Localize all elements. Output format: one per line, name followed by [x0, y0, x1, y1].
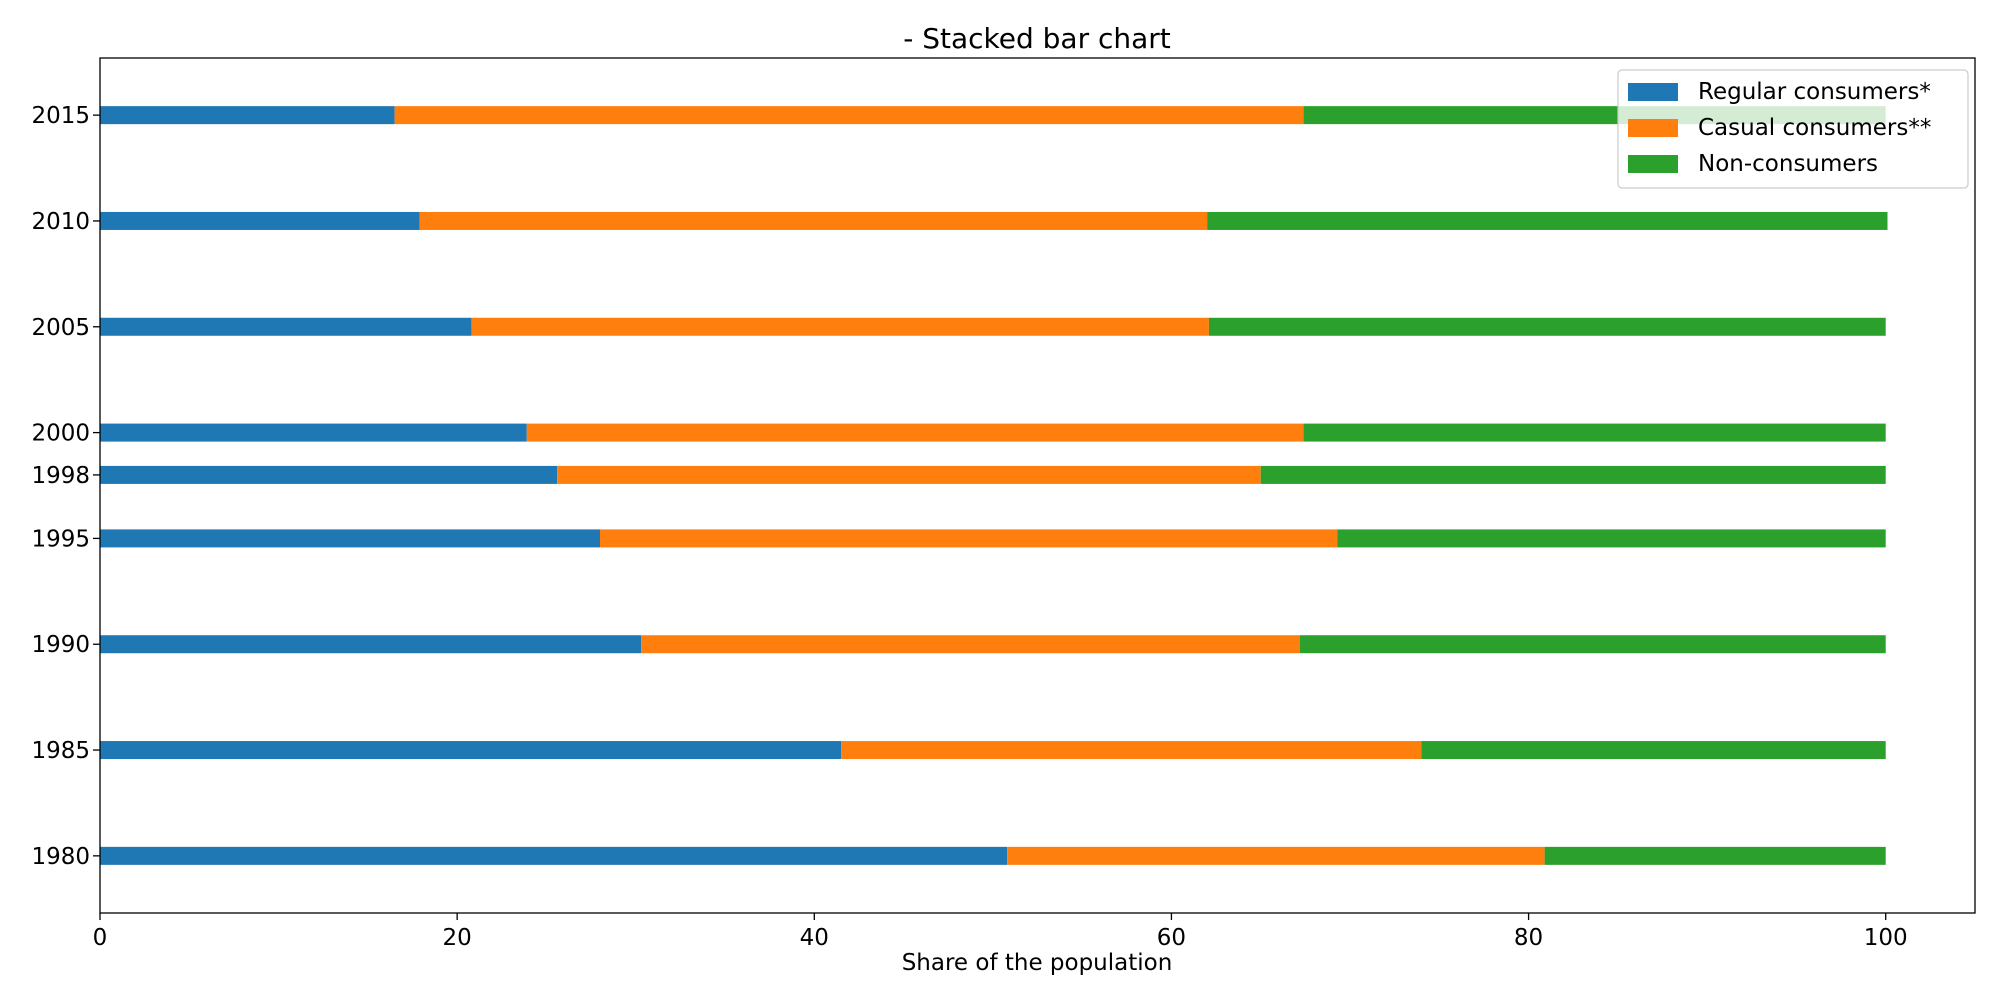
legend-label-0: Regular consumers* — [1698, 79, 1931, 105]
y-tick-label-2005: 2005 — [31, 315, 90, 341]
bar-2010-series-0 — [100, 211, 420, 230]
legend-swatch-0 — [1628, 83, 1678, 101]
bar-2015-series-1 — [394, 106, 1304, 125]
plot-frame — [99, 57, 1976, 914]
bars-layer — [100, 106, 1888, 865]
x-tick-label-40: 40 — [800, 925, 829, 951]
y-tick-label-1995: 1995 — [31, 526, 90, 552]
bar-2005-series-2 — [1208, 317, 1886, 336]
bar-2005-series-0 — [100, 317, 472, 336]
bar-1980-series-2 — [1544, 846, 1886, 865]
y-tick-label-1990: 1990 — [31, 632, 90, 658]
bar-1998-series-1 — [557, 465, 1261, 484]
y-tick-label-1980: 1980 — [31, 844, 90, 870]
legend: Regular consumers* Casual consumers** Non-… — [1617, 69, 1969, 189]
x-tick-label-100: 100 — [1864, 925, 1908, 951]
y-tick-label-1985: 1985 — [31, 738, 90, 764]
legend-label-2: Non-consumers — [1698, 151, 1878, 177]
bar-1995-series-2 — [1337, 529, 1886, 548]
bar-2010-series-1 — [419, 211, 1208, 230]
bar-1990-series-0 — [100, 635, 642, 654]
legend-label-1: Casual consumers** — [1698, 115, 1931, 141]
bar-2015-series-0 — [100, 106, 395, 125]
y-tick-label-2015: 2015 — [31, 103, 90, 129]
bar-1980-series-1 — [1007, 846, 1545, 865]
x-tick-label-0: 0 — [93, 925, 108, 951]
y-tick-label-2000: 2000 — [31, 421, 90, 447]
bar-1998-series-0 — [100, 465, 558, 484]
bar-2000-series-0 — [100, 423, 527, 442]
bar-2010-series-2 — [1207, 211, 1888, 230]
bar-1980-series-0 — [100, 846, 1008, 865]
legend-swatch-2 — [1628, 155, 1678, 173]
bar-1995-series-0 — [100, 529, 600, 548]
x-axis-label: Share of the population — [902, 950, 1173, 976]
y-tick-label-1998: 1998 — [31, 463, 90, 489]
x-tick-label-20: 20 — [443, 925, 472, 951]
bar-1995-series-1 — [600, 529, 1338, 548]
x-tick-label-80: 80 — [1514, 925, 1543, 951]
legend-swatch-1 — [1628, 119, 1678, 137]
bar-1985-series-1 — [841, 741, 1422, 760]
y-axis: 1980 1985 1990 1995 1998 2000 2005 2010 2015 — [31, 103, 100, 870]
bar-1985-series-0 — [100, 741, 842, 760]
y-tick-label-2010: 2010 — [31, 209, 90, 235]
bar-2005-series-1 — [471, 317, 1209, 336]
bar-2000-series-1 — [526, 423, 1304, 442]
bar-1990-series-2 — [1300, 635, 1886, 654]
bar-1998-series-2 — [1260, 465, 1886, 484]
x-tick-label-60: 60 — [1157, 925, 1186, 951]
bar-1990-series-1 — [641, 635, 1300, 654]
chart-title: - Stacked bar chart — [903, 22, 1171, 55]
x-axis: 0 20 40 60 80 100 — [93, 913, 1908, 951]
legend-box — [1617, 69, 1969, 189]
bar-1985-series-2 — [1421, 741, 1886, 760]
bar-2000-series-2 — [1303, 423, 1886, 442]
